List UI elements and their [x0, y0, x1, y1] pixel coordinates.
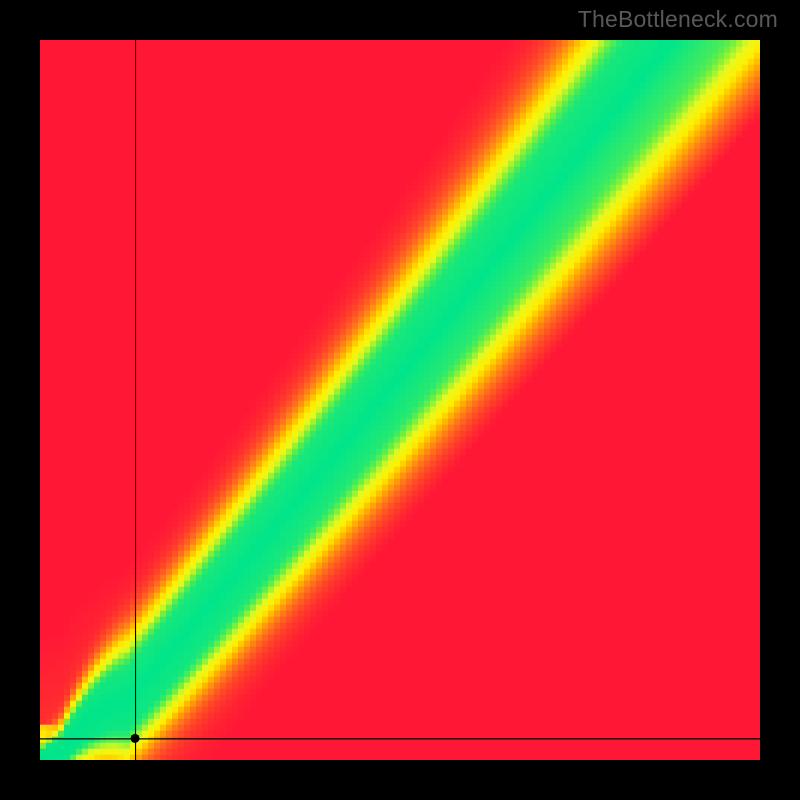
- watermark-text: TheBottleneck.com: [578, 6, 778, 33]
- heatmap-canvas: [40, 40, 760, 760]
- chart-container: TheBottleneck.com: [0, 0, 800, 800]
- plot-area: [40, 40, 760, 760]
